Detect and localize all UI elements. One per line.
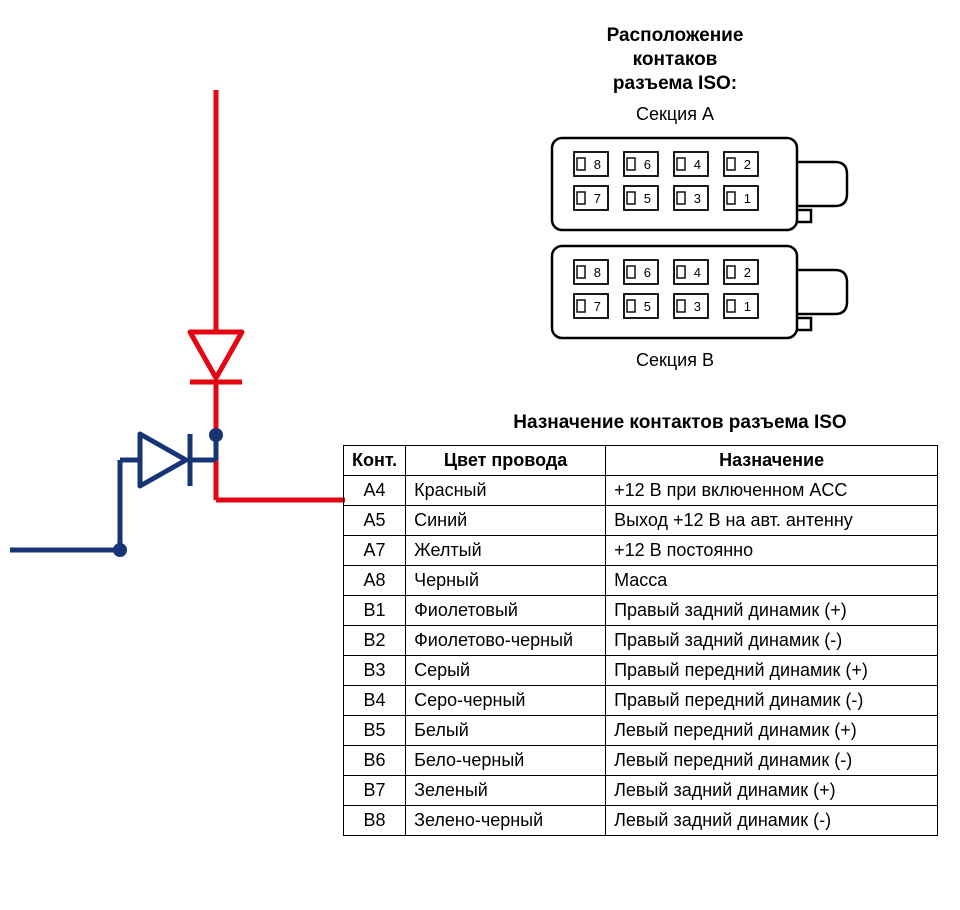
table-row: B5БелыйЛевый передний динамик (+) — [344, 716, 938, 746]
pinout-table-title: Назначение контактов разъема ISO — [420, 412, 940, 434]
table-row: B6Бело-черныйЛевый передний динамик (-) — [344, 746, 938, 776]
table-row: A4Красный+12 В при включенном ACC — [344, 476, 938, 506]
cell-purpose: Левый передний динамик (-) — [606, 746, 938, 776]
table-row: B4Серо-черныйПравый передний динамик (-) — [344, 686, 938, 716]
cell-color: Красный — [406, 476, 606, 506]
cell-purpose: Правый задний динамик (-) — [606, 626, 938, 656]
cell-purpose: Левый передний динамик (+) — [606, 716, 938, 746]
cell-purpose: +12 В постоянно — [606, 536, 938, 566]
cell-color: Серый — [406, 656, 606, 686]
cell-purpose: +12 В при включенном ACC — [606, 476, 938, 506]
cell-kont: B7 — [344, 776, 406, 806]
cell-kont: B5 — [344, 716, 406, 746]
cell-purpose: Левый задний динамик (+) — [606, 776, 938, 806]
cell-color: Бело-черный — [406, 746, 606, 776]
cell-color: Белый — [406, 716, 606, 746]
table-row: B1ФиолетовыйПравый задний динамик (+) — [344, 596, 938, 626]
section-b-label: Секция B — [625, 350, 725, 371]
cell-color: Зелено-черный — [406, 806, 606, 836]
cell-kont: A4 — [344, 476, 406, 506]
cell-purpose: Правый передний динамик (-) — [606, 686, 938, 716]
cell-purpose: Выход +12 В на авт. антенну — [606, 506, 938, 536]
th-purpose: Назначение — [606, 446, 938, 476]
cell-color: Зеленый — [406, 776, 606, 806]
table-row: A7Желтый+12 В постоянно — [344, 536, 938, 566]
th-color: Цвет провода — [406, 446, 606, 476]
connector-title-line2: контаков — [633, 49, 718, 70]
cell-kont: A8 — [344, 566, 406, 596]
connector-title-line1: Расположение — [607, 25, 744, 46]
cell-kont: B6 — [344, 746, 406, 776]
table-row: B2Фиолетово-черныйПравый задний динамик … — [344, 626, 938, 656]
cell-color: Серо-черный — [406, 686, 606, 716]
cell-color: Фиолетово-черный — [406, 626, 606, 656]
svg-text:3: 3 — [694, 299, 701, 314]
cell-purpose: Правый задний динамик (+) — [606, 596, 938, 626]
connector-title-block: Расположение контаков разъема ISO: — [490, 24, 860, 95]
svg-text:6: 6 — [644, 157, 651, 172]
svg-text:4: 4 — [694, 265, 701, 280]
svg-text:5: 5 — [644, 299, 651, 314]
svg-text:1: 1 — [744, 299, 751, 314]
cell-purpose: Правый передний динамик (+) — [606, 656, 938, 686]
svg-text:7: 7 — [594, 191, 601, 206]
svg-text:6: 6 — [644, 265, 651, 280]
svg-text:5: 5 — [644, 191, 651, 206]
cell-kont: B8 — [344, 806, 406, 836]
diode-circuit-diagram — [0, 90, 360, 610]
svg-text:8: 8 — [594, 265, 601, 280]
svg-text:2: 2 — [744, 265, 751, 280]
cell-kont: B1 — [344, 596, 406, 626]
cell-kont: B4 — [344, 686, 406, 716]
svg-text:2: 2 — [744, 157, 751, 172]
cell-purpose: Левый задний динамик (-) — [606, 806, 938, 836]
table-row: B8Зелено-черныйЛевый задний динамик (-) — [344, 806, 938, 836]
cell-color: Черный — [406, 566, 606, 596]
cell-kont: A7 — [344, 536, 406, 566]
cell-kont: B3 — [344, 656, 406, 686]
cell-color: Синий — [406, 506, 606, 536]
cell-color: Желтый — [406, 536, 606, 566]
cell-purpose: Масса — [606, 566, 938, 596]
table-row: B7ЗеленыйЛевый задний динамик (+) — [344, 776, 938, 806]
svg-text:1: 1 — [744, 191, 751, 206]
svg-text:4: 4 — [694, 157, 701, 172]
svg-text:7: 7 — [594, 299, 601, 314]
connector-title-line3: разъема ISO: — [613, 73, 737, 94]
table-row: B3СерыйПравый передний динамик (+) — [344, 656, 938, 686]
cell-kont: A5 — [344, 506, 406, 536]
pinout-table: Конт. Цвет провода Назначение A4Красный+… — [343, 445, 938, 836]
svg-text:3: 3 — [694, 191, 701, 206]
iso-connector-diagram: 8 6 4 2 7 5 3 1 8 6 4 2 7 5 3 1 — [540, 128, 880, 348]
th-kont: Конт. — [344, 446, 406, 476]
section-a-label: Секция A — [625, 104, 725, 125]
table-header-row: Конт. Цвет провода Назначение — [344, 446, 938, 476]
cell-color: Фиолетовый — [406, 596, 606, 626]
cell-kont: B2 — [344, 626, 406, 656]
table-row: A5СинийВыход +12 В на авт. антенну — [344, 506, 938, 536]
svg-text:8: 8 — [594, 157, 601, 172]
table-row: A8ЧерныйМасса — [344, 566, 938, 596]
